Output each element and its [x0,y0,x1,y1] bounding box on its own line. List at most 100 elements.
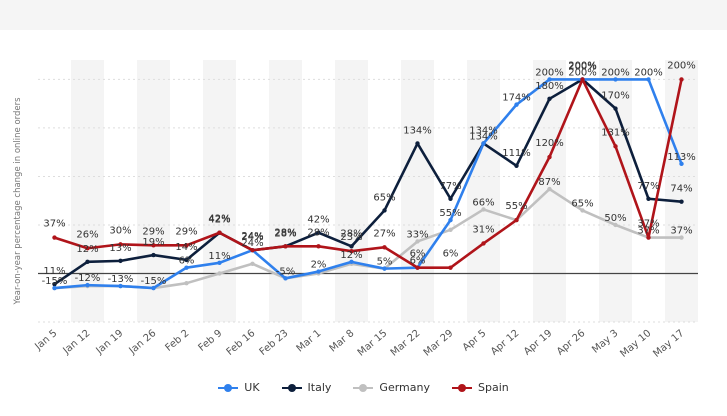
x-tick-label: Mar 29 [422,328,456,359]
point-italy[interactable] [316,230,321,235]
point-italy[interactable] [679,199,684,204]
data-label-spain: 55% [505,201,527,212]
point-italy[interactable] [514,163,519,168]
data-label-spain: 31% [472,224,494,235]
point-uk[interactable] [151,285,156,291]
data-label-spain: 6% [410,249,426,260]
data-label-spain: 37% [43,219,65,230]
point-spain[interactable] [283,244,288,249]
data-label-germany: 33% [406,229,428,240]
x-tick-label: May 17 [651,328,686,360]
data-label-uk: 6% [179,256,195,267]
data-label-italy: 28% [340,228,362,239]
point-italy[interactable] [646,196,651,201]
y-axis-label: Year-on-year percentage change in online… [13,97,23,306]
point-spain[interactable] [415,265,420,270]
point-germany[interactable] [250,261,255,266]
point-spain[interactable] [52,235,57,240]
data-label-uk: -5% [276,266,295,277]
point-uk[interactable] [349,259,354,265]
point-germany[interactable] [415,239,420,244]
data-label-germany: 37% [637,226,659,237]
data-label-uk: 200% [568,67,597,78]
legend-dot-germany [359,383,368,392]
point-uk[interactable] [679,161,684,167]
point-italy[interactable] [118,258,123,264]
point-spain[interactable] [580,77,585,82]
point-italy[interactable] [382,208,387,213]
point-uk[interactable] [217,260,222,266]
x-tick-label: Feb 23 [258,328,291,358]
point-uk[interactable] [316,269,321,274]
legend-item-spain[interactable]: Spain [451,381,509,394]
point-spain[interactable] [118,242,123,247]
point-germany[interactable] [547,186,552,192]
point-uk[interactable] [382,266,387,271]
point-germany[interactable] [580,208,585,213]
point-uk[interactable] [283,276,288,281]
data-label-spain: 29% [142,226,164,237]
point-spain[interactable] [349,248,354,254]
data-label-uk: 174% [502,93,531,104]
point-uk[interactable] [52,285,57,291]
point-spain[interactable] [679,77,684,82]
point-germany[interactable] [184,280,189,286]
point-italy[interactable] [85,259,90,265]
legend-dot-italy [287,383,296,392]
data-label-spain: 30% [109,225,131,236]
point-uk[interactable] [118,283,123,289]
x-tick-label: Apr 5 [461,328,489,354]
point-uk[interactable] [448,217,453,223]
point-italy[interactable] [547,96,552,102]
point-uk[interactable] [646,77,651,82]
x-tick-label: May 10 [618,328,653,360]
point-uk[interactable] [184,265,189,270]
point-spain[interactable] [316,244,321,249]
x-tick-label: Feb 2 [163,328,191,354]
point-italy[interactable] [52,281,57,287]
point-germany[interactable] [613,222,618,228]
point-italy[interactable] [613,106,618,111]
data-label-spain: 27% [373,228,395,239]
data-label-italy: 28% [274,228,296,239]
legend-item-uk[interactable]: UK [218,381,260,394]
data-label-spain: 37% [637,219,659,230]
point-italy[interactable] [349,244,354,249]
legend-item-germany[interactable]: Germany [353,381,430,394]
point-spain[interactable] [85,246,90,251]
point-italy[interactable] [151,252,156,258]
point-spain[interactable] [184,243,189,248]
point-uk[interactable] [547,77,552,82]
point-spain[interactable] [250,247,255,253]
point-uk[interactable] [514,102,519,107]
point-spain[interactable] [646,235,651,240]
point-spain[interactable] [448,265,453,270]
data-label-uk: 200% [634,67,663,78]
column-band [71,60,104,322]
point-uk[interactable] [85,282,90,288]
point-italy[interactable] [448,196,453,201]
data-label-uk: 55% [439,208,461,219]
point-uk[interactable] [481,141,486,146]
point-germany[interactable] [679,235,684,240]
point-uk[interactable] [613,77,618,82]
point-germany[interactable] [448,227,453,233]
point-spain[interactable] [481,241,486,246]
point-spain[interactable] [514,217,519,223]
legend-item-italy[interactable]: Italy [281,381,331,394]
point-italy[interactable] [415,141,420,146]
data-label-italy: 134% [469,125,498,136]
column-band [137,60,170,322]
data-label-italy: 42% [307,215,329,226]
point-germany[interactable] [217,271,222,276]
point-spain[interactable] [151,243,156,248]
data-label-italy: 13% [109,243,131,254]
data-label-italy: 11% [43,266,65,277]
x-tick-label: Apr 19 [522,328,555,358]
point-germany[interactable] [481,207,486,212]
point-spain[interactable] [217,230,222,235]
point-spain[interactable] [547,154,552,160]
point-italy[interactable] [184,257,189,263]
point-spain[interactable] [382,245,387,250]
point-spain[interactable] [613,144,618,149]
